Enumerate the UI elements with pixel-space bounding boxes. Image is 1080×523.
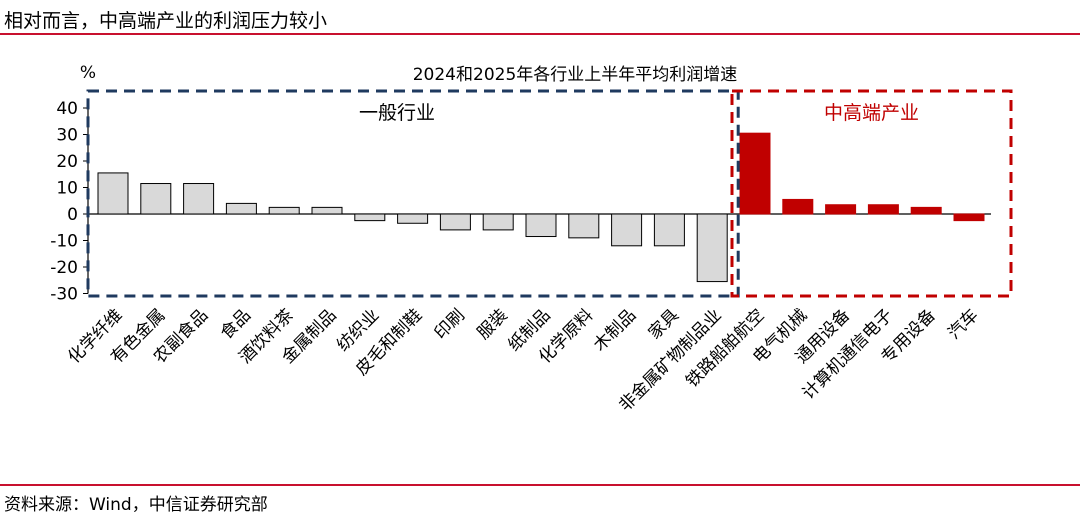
y-tick-label: -20 (50, 258, 78, 278)
y-tick-label: 30 (56, 126, 78, 146)
group-label: 一般行业 (359, 102, 435, 124)
y-tick-label: 20 (56, 152, 78, 172)
group-label: 中高端产业 (824, 102, 919, 124)
bar-木制品 (611, 213, 643, 247)
bar-印刷 (439, 213, 471, 231)
x-tick-label: 印刷 (431, 305, 469, 343)
bar-通用设备 (825, 204, 857, 215)
group-box-high-end (730, 89, 1013, 298)
bars (97, 132, 985, 283)
bar-有色金属 (140, 183, 172, 215)
bar-化学纤维 (97, 172, 129, 215)
bar-专用设备 (910, 206, 942, 215)
bar-汽车 (953, 213, 985, 222)
bar-chart: % 2024和2025年各行业上半年平均利润增速 40 30 20 10 0 -10 -20… (50, 63, 1013, 416)
bar-铁路船舶航空 (739, 132, 771, 215)
bar-化学原料 (568, 213, 600, 239)
group-box-general (86, 89, 740, 298)
bar-家具 (653, 213, 685, 247)
top-divider (0, 33, 1080, 35)
bar-纸制品 (525, 213, 557, 238)
bar-食品 (225, 202, 257, 215)
y-tick-label: 40 (56, 99, 78, 119)
y-tick-label: -10 (50, 232, 78, 252)
y-axis-unit: % (80, 63, 96, 83)
x-tick-label: 家具 (645, 305, 683, 343)
source-note: 资料来源：Wind，中信证券研究部 (4, 495, 268, 515)
bar-电气机械 (782, 198, 814, 215)
bar-非金属矿物制品业 (696, 213, 728, 283)
bar-农副食品 (183, 183, 215, 215)
page-title: 相对而言，中高端产业的利润压力较小 (4, 10, 328, 32)
group-boxes: 一般行业 中高端产业 (86, 89, 1013, 298)
y-tick-label: 10 (56, 179, 78, 199)
bar-服装 (482, 213, 514, 231)
bar-金属制品 (311, 206, 343, 215)
x-tick-label: 汽车 (944, 305, 982, 343)
bottom-divider (0, 484, 1080, 486)
chart-title: 2024和2025年各行业上半年平均利润增速 (413, 65, 738, 85)
bar-皮毛和制鞋 (397, 213, 429, 224)
x-tick-label: 服装 (474, 305, 512, 343)
bar-计算机通信电子 (867, 204, 899, 215)
bar-酒饮料茶 (268, 206, 300, 215)
y-tick-label: 0 (67, 205, 78, 225)
x-tick-label: 木制品 (590, 305, 640, 355)
bar-纺织业 (354, 213, 386, 222)
x-tick-label: 食品 (217, 305, 255, 343)
y-tick-label: -30 (50, 285, 78, 305)
